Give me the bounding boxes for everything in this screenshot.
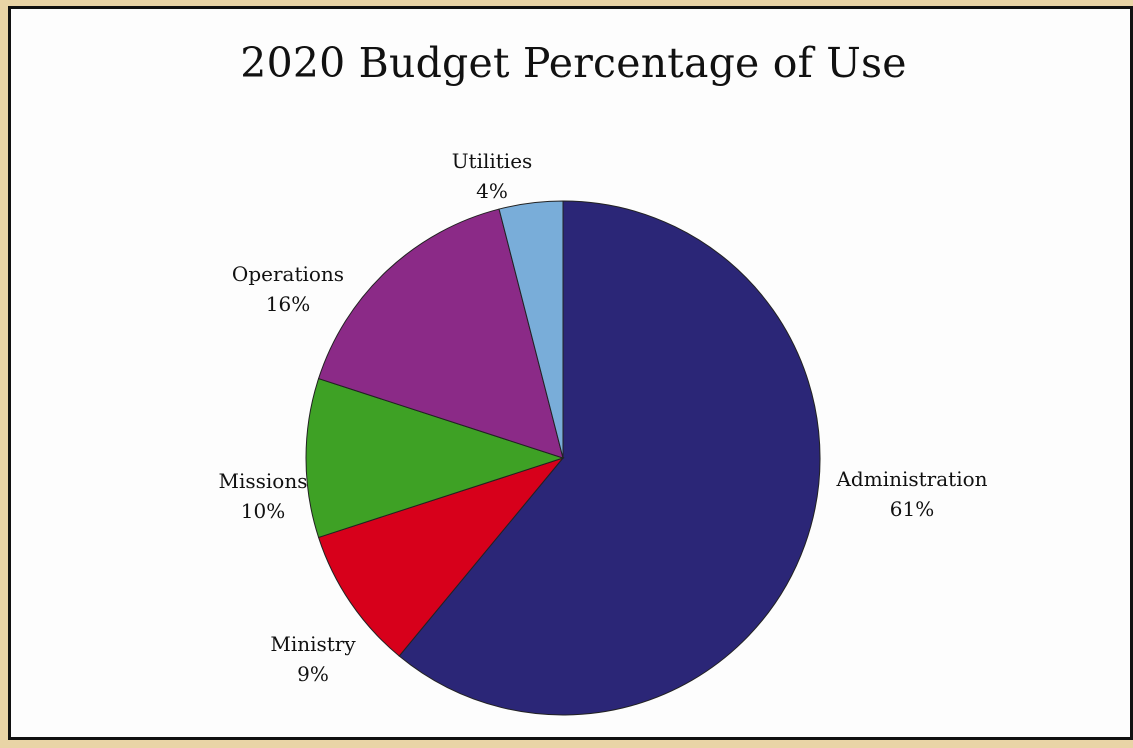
- slice-category-label: Ministry: [270, 632, 356, 656]
- slice-label-administration: Administration 61%: [835, 467, 987, 521]
- pie-slice-utilities: [498, 200, 564, 459]
- slice-category-label: Missions: [219, 469, 308, 493]
- slice-value-label: 4%: [476, 179, 508, 203]
- chart-panel: 2020 Budget Percentage of Use Administra…: [8, 6, 1133, 740]
- slice-category-label: Operations: [232, 262, 344, 286]
- slice-value-label: 10%: [241, 499, 285, 523]
- slice-category-label: Administration: [835, 467, 987, 491]
- pie-chart: Administration 61% Ministry 9% Missions 10% Op…: [219, 149, 988, 716]
- pie-slice-operations: [317, 208, 564, 459]
- slice-value-label: 9%: [297, 662, 329, 686]
- slice-value-label: 16%: [266, 292, 310, 316]
- pie-slice-ministry: [317, 456, 565, 657]
- pie-labels: Administration 61% Ministry 9% Missions 10% Op…: [219, 149, 988, 686]
- chart-title: 2020 Budget Percentage of Use: [240, 39, 907, 87]
- pie-slice-missions: [305, 377, 565, 539]
- slice-label-ministry: Ministry 9%: [270, 632, 356, 686]
- pie-slices: [305, 200, 821, 716]
- slice-label-missions: Missions 10%: [219, 469, 308, 523]
- slice-category-label: Utilities: [452, 149, 533, 173]
- pie-slice-administration: [398, 200, 821, 716]
- slice-value-label: 61%: [890, 497, 934, 521]
- slice-label-operations: Operations 16%: [232, 262, 344, 316]
- slice-label-utilities: Utilities 4%: [452, 149, 533, 203]
